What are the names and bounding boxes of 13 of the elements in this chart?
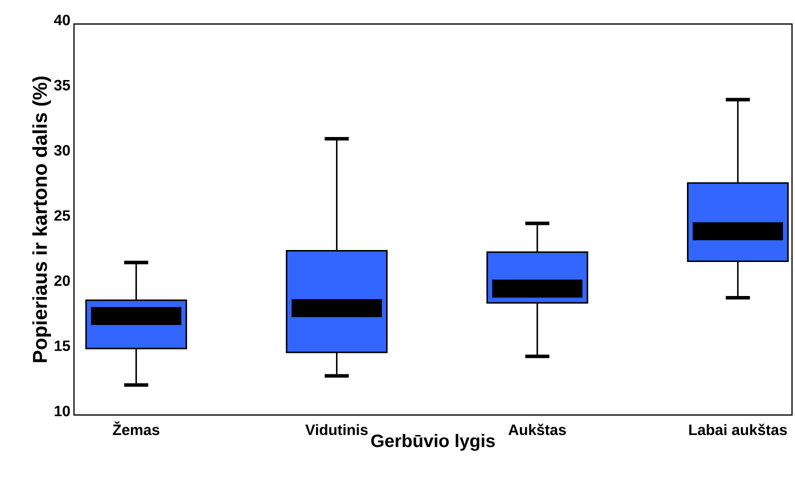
x-tick-label: Vidutinis <box>305 424 368 436</box>
y-tick-label: 10 <box>54 406 70 416</box>
y-tick-label: 20 <box>54 275 70 286</box>
x-tick-label: Aukštas <box>508 424 566 436</box>
y-tick-label: 40 <box>54 14 70 26</box>
x-tick-label: Žemas <box>112 422 160 436</box>
y-tick-label: 30 <box>54 145 70 156</box>
x-tick-label: Labai aukštas <box>689 424 787 436</box>
x-axis-title: Gerbūvio lygis <box>371 434 495 451</box>
y-tick-label: 25 <box>54 210 70 221</box>
y-axis-title: Popieriaus ir kartono dalis (%) <box>32 76 51 362</box>
y-tick-label: 35 <box>54 80 70 90</box>
y-tick-label: 15 <box>54 340 70 352</box>
